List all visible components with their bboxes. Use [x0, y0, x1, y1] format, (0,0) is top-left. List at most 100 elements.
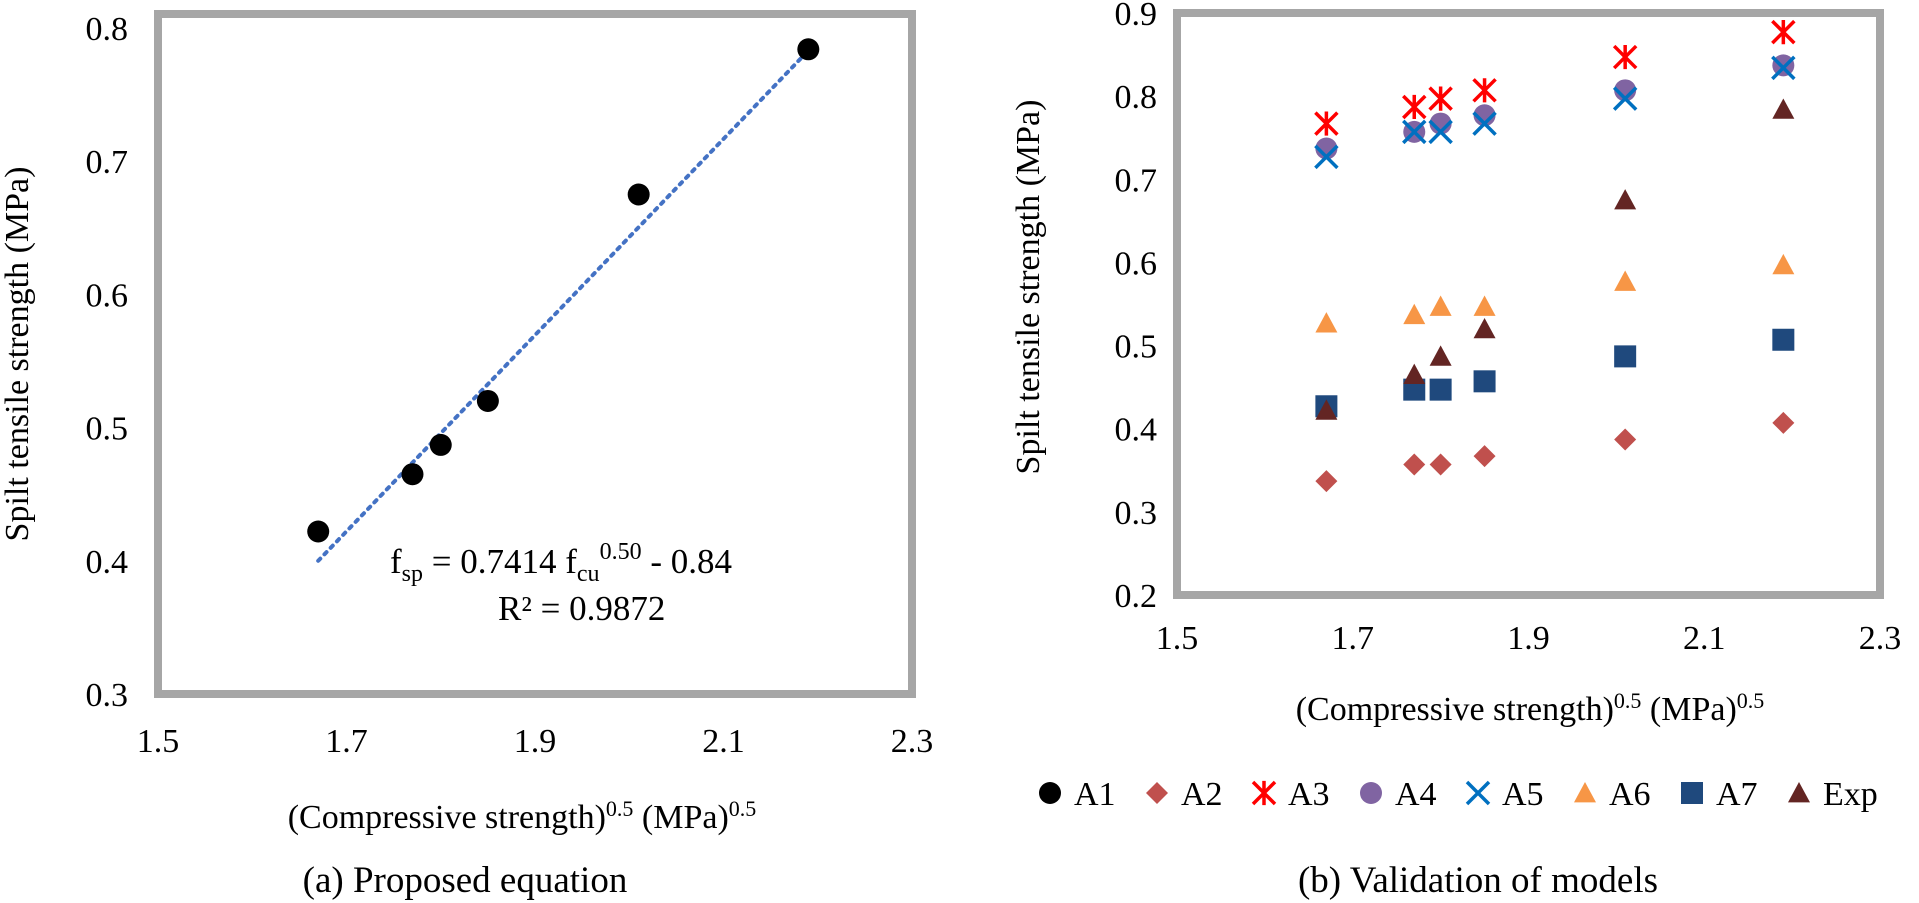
data-point-a3 — [1428, 86, 1453, 111]
legend-label-a4: A4 — [1395, 776, 1437, 813]
data-point-a4 — [1315, 137, 1338, 160]
chart-a-trendline — [316, 48, 811, 563]
x-tick-label: 1.5 — [137, 723, 180, 760]
legend: A1 A2 A3 A4 A5 A6 A7 Exp — [1039, 776, 1878, 813]
data-point-exp — [1403, 363, 1426, 385]
chart-a-r-squared: R² = 0.9872 — [498, 589, 665, 628]
y-tick-label: 0.2 — [1115, 578, 1158, 615]
legend-label-a5: A5 — [1502, 776, 1544, 813]
legend-label-a1: A1 — [1074, 776, 1116, 813]
legend-marker-a3 — [1251, 780, 1277, 806]
legend-marker-a5 — [1465, 780, 1491, 806]
x-tick-label: 2.1 — [1683, 620, 1726, 657]
data-point-a7 — [1473, 370, 1496, 393]
data-point-a6 — [1429, 295, 1452, 316]
y-tick-label: 0.5 — [1115, 329, 1158, 366]
data-point-a4 — [1772, 54, 1795, 77]
y-tick-label: 0.9 — [1115, 0, 1158, 33]
data-point-a5 — [1771, 55, 1796, 81]
data-point-a7 — [1614, 345, 1637, 368]
data-point-a4 — [1429, 112, 1452, 135]
chart-b-y-axis-label: Spilt tensile strength (MPa) — [1010, 100, 1047, 475]
y-tick-label: 0.4 — [86, 544, 129, 581]
x-tick-label: 1.5 — [1156, 620, 1199, 657]
data-point-a6 — [1473, 295, 1496, 316]
chart-b-x-axis-label: (Compressive strength)0.5 (MPa)0.5 — [1296, 688, 1765, 728]
legend-label-a7: A7 — [1716, 776, 1758, 813]
data-point-a2 — [1473, 445, 1496, 468]
data-point-a5 — [1472, 111, 1497, 136]
data-point-a3 — [1612, 44, 1638, 70]
x-tick-label: 1.9 — [514, 723, 557, 760]
y-tick-label: 0.7 — [1115, 162, 1158, 199]
legend-marker-a4 — [1360, 782, 1382, 804]
data-point-a5 — [1612, 86, 1638, 111]
chart-a-x-ticks: 1.5 1.7 1.9 2.1 2.3 — [137, 723, 934, 760]
data-point-a1 — [429, 433, 452, 456]
data-point-a1 — [627, 183, 650, 206]
data-point-exp — [1614, 189, 1637, 210]
chart-b-x-ticks: 1.5 1.7 1.9 2.1 2.3 — [1156, 620, 1902, 657]
data-point-a2 — [1772, 411, 1795, 434]
y-tick-label: 0.3 — [1115, 495, 1158, 532]
data-point-a3 — [1402, 94, 1427, 120]
y-tick-label: 0.6 — [86, 277, 129, 314]
data-point-a6 — [1315, 312, 1338, 333]
legend-label-a2: A2 — [1181, 776, 1223, 813]
chart-a-x-axis-label: (Compressive strength)0.5 (MPa)0.5 — [288, 796, 757, 836]
data-point-a6 — [1772, 253, 1795, 275]
x-tick-label: 2.3 — [1859, 620, 1902, 657]
chart-a-plot-frame — [154, 10, 916, 698]
chart-b-caption: (b) Validation of models — [1298, 860, 1658, 901]
legend-label-exp: Exp — [1823, 776, 1878, 813]
data-point-a1 — [401, 463, 424, 486]
data-point-a1 — [797, 38, 820, 61]
y-tick-label: 0.8 — [1115, 79, 1158, 116]
data-point-exp — [1772, 98, 1795, 119]
x-tick-label: 1.7 — [325, 723, 368, 760]
data-point-a1 — [476, 389, 499, 412]
y-tick-label: 0.6 — [1115, 245, 1158, 282]
trendline-line — [316, 48, 811, 563]
data-point-a2 — [1614, 428, 1637, 451]
legend-marker-a1 — [1039, 782, 1061, 804]
chart-a-points — [307, 38, 820, 543]
x-tick-label: 2.1 — [702, 723, 745, 760]
data-point-a1 — [307, 520, 330, 543]
chart-b-plot-frame — [1173, 9, 1884, 599]
data-point-a5 — [1428, 119, 1453, 145]
x-tick-label: 1.7 — [1332, 620, 1375, 657]
chart-a-y-axis-label: Spilt tensile strength (MPa) — [0, 167, 36, 542]
data-point-a4 — [1473, 104, 1496, 127]
data-point-a7 — [1429, 378, 1452, 401]
data-point-a2 — [1403, 453, 1426, 476]
y-tick-label: 0.5 — [86, 411, 129, 448]
data-point-a2 — [1429, 453, 1452, 476]
x-tick-label: 1.9 — [1507, 620, 1550, 657]
y-tick-label: 0.3 — [86, 677, 129, 714]
data-point-a6 — [1403, 303, 1426, 325]
data-point-a7 — [1772, 328, 1795, 351]
legend-marker-exp — [1788, 782, 1810, 803]
legend-marker-a7 — [1681, 782, 1703, 804]
data-point-exp — [1315, 399, 1338, 420]
data-point-a5 — [1314, 144, 1339, 170]
legend-marker-a2 — [1146, 782, 1168, 804]
data-point-exp — [1429, 345, 1452, 366]
legend-marker-a6 — [1574, 782, 1596, 803]
data-point-a5 — [1402, 119, 1427, 145]
data-point-a2 — [1315, 470, 1338, 493]
data-point-a6 — [1614, 270, 1637, 291]
chart-a-y-ticks: 0.3 0.4 0.5 0.6 0.7 0.8 — [86, 11, 129, 714]
data-point-a3 — [1314, 111, 1339, 136]
data-point-a4 — [1614, 79, 1637, 102]
x-tick-label: 2.3 — [891, 723, 934, 760]
chart-b-points — [1314, 19, 1796, 493]
chart-b-y-ticks: 0.2 0.3 0.4 0.5 0.6 0.7 0.8 0.9 — [1115, 0, 1158, 615]
y-tick-label: 0.8 — [86, 11, 129, 48]
chart-a-caption: (a) Proposed equation — [303, 860, 628, 901]
legend-label-a3: A3 — [1288, 776, 1330, 813]
legend-label-a6: A6 — [1609, 776, 1651, 813]
y-tick-label: 0.4 — [1115, 412, 1158, 449]
